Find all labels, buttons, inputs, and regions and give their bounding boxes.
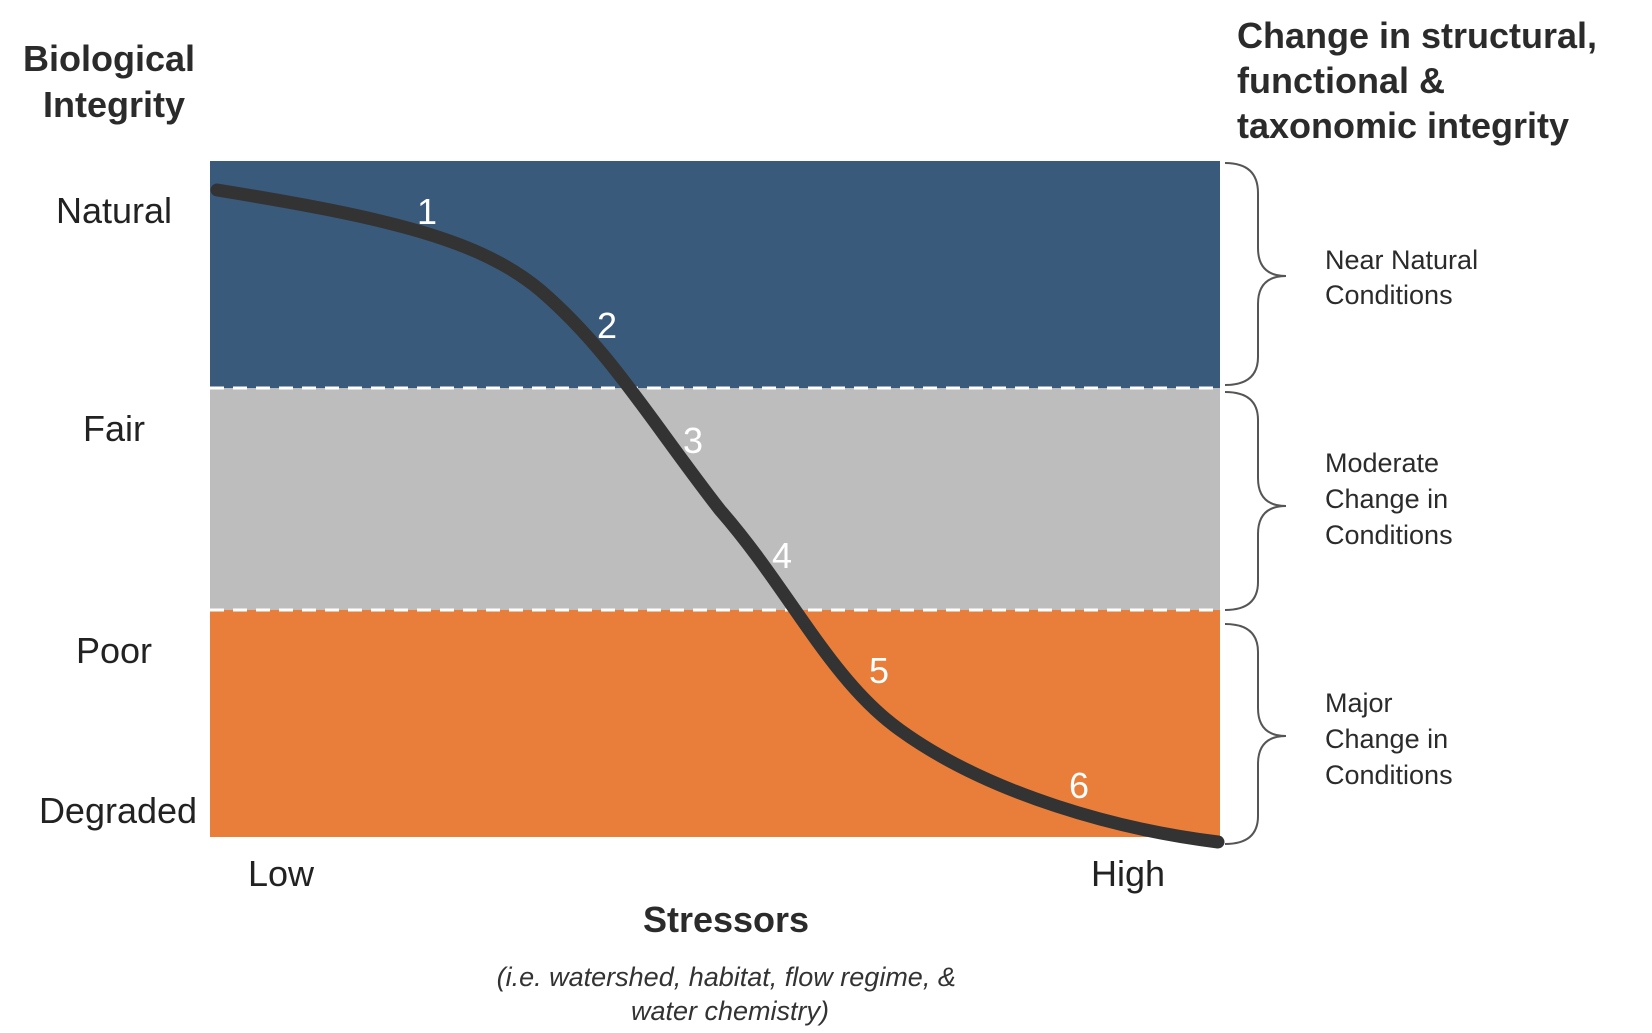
level-degraded: Degraded bbox=[39, 790, 197, 831]
right-heading-line: Change in structural, bbox=[1237, 15, 1597, 56]
zone-band-near-natural bbox=[210, 161, 1220, 388]
brace-near-natural bbox=[1224, 162, 1287, 386]
x-axis-title: Stressors bbox=[643, 899, 809, 940]
brace-moderate bbox=[1224, 391, 1287, 611]
curve-point-3: 3 bbox=[683, 420, 703, 461]
curve-point-4: 4 bbox=[772, 535, 792, 576]
x-axis-high: High bbox=[1091, 853, 1165, 894]
response-curve bbox=[210, 183, 1225, 849]
x-axis-note: (i.e. watershed, habitat, flow regime, &… bbox=[497, 962, 964, 1026]
left-heading-line: Biological bbox=[23, 38, 195, 79]
zone-label-line: Moderate bbox=[1325, 448, 1439, 478]
x-axis-low: Low bbox=[248, 853, 315, 894]
x-axis-note-line: (i.e. watershed, habitat, flow regime, & bbox=[497, 962, 956, 992]
zone-label-line: Conditions bbox=[1325, 520, 1453, 550]
level-natural: Natural bbox=[56, 190, 172, 231]
curve-point-2: 2 bbox=[597, 305, 617, 346]
x-axis-note-line: water chemistry) bbox=[631, 996, 829, 1026]
right-heading-line: taxonomic integrity bbox=[1237, 105, 1569, 146]
zone-label-near-natural: Near Natural Conditions bbox=[1325, 245, 1486, 310]
right-heading: Change in structural, functional & taxon… bbox=[1237, 15, 1607, 146]
curve-point-6: 6 bbox=[1069, 765, 1089, 806]
zone-label-moderate: Moderate Change in Conditions bbox=[1325, 448, 1456, 550]
right-heading-line: functional & bbox=[1237, 60, 1445, 101]
zone-label-line: Major bbox=[1325, 688, 1393, 718]
level-poor: Poor bbox=[76, 630, 152, 671]
left-heading: Biological Integrity bbox=[23, 38, 205, 125]
zone-label-line: Conditions bbox=[1325, 280, 1453, 310]
brace-major bbox=[1224, 623, 1287, 845]
zone-label-line: Change in bbox=[1325, 724, 1448, 754]
level-fair: Fair bbox=[83, 408, 145, 449]
zone-label-line: Conditions bbox=[1325, 760, 1453, 790]
zone-label-line: Near Natural bbox=[1325, 245, 1478, 275]
left-heading-line: Integrity bbox=[43, 84, 185, 125]
zone-label-major: Major Change in Conditions bbox=[1325, 688, 1456, 790]
curve-point-1: 1 bbox=[417, 191, 437, 232]
curve-point-5: 5 bbox=[869, 650, 889, 691]
zone-label-line: Change in bbox=[1325, 484, 1448, 514]
